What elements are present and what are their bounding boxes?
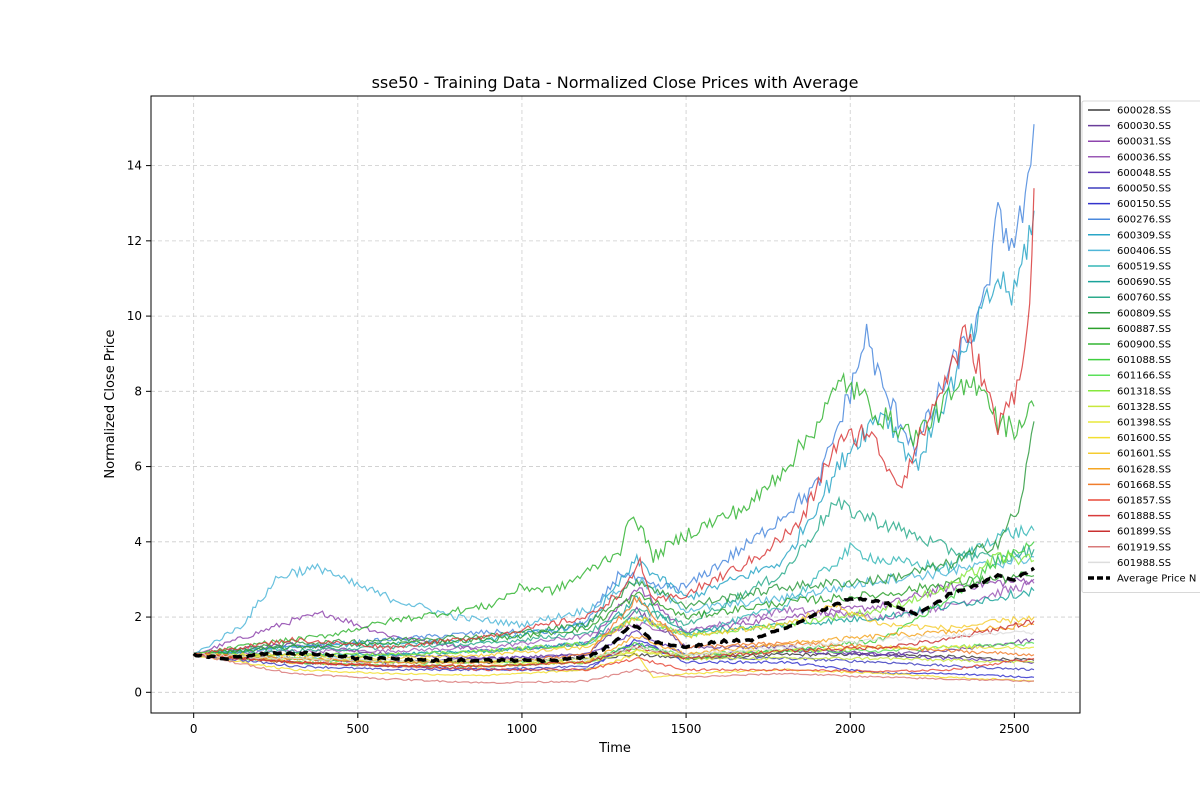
y-tick-label: 2 bbox=[134, 610, 142, 624]
series-line-600309-ss bbox=[193, 210, 1035, 657]
y-tick-label: 10 bbox=[127, 309, 142, 323]
series-line-600031-ss bbox=[193, 575, 1035, 654]
plot-frame bbox=[150, 95, 1081, 714]
y-tick-label: 4 bbox=[134, 535, 142, 549]
plot-area bbox=[151, 96, 1080, 713]
series-line-601988-ss bbox=[193, 630, 1035, 663]
chart-title: sse50 - Training Data - Normalized Close… bbox=[372, 73, 859, 92]
legend-label: 600809.SS bbox=[1117, 308, 1171, 319]
series-line-600406-ss bbox=[193, 553, 1035, 655]
x-tick-label: 1500 bbox=[671, 722, 702, 736]
legend-label: Average Price N bbox=[1117, 574, 1196, 585]
axis-ticks: 0 500 1000 1500 2000 2500 0 2 4 6 8 10 12 14 bbox=[127, 159, 1030, 736]
legend-label: 600519.SS bbox=[1117, 262, 1171, 273]
legend-label: 601668.SS bbox=[1117, 480, 1171, 491]
series-line-601888-ss bbox=[193, 188, 1035, 656]
legend-label: 601857.SS bbox=[1117, 496, 1171, 507]
series-line-601628-ss bbox=[193, 622, 1035, 668]
legend-label: 600150.SS bbox=[1117, 199, 1171, 210]
legend-label: 601919.SS bbox=[1117, 542, 1171, 553]
legend-label: 600036.SS bbox=[1117, 152, 1171, 163]
legend-label: 600028.SS bbox=[1117, 106, 1171, 117]
y-tick-label: 14 bbox=[127, 159, 142, 173]
series-line-600276-ss bbox=[193, 124, 1035, 657]
legend-label: 601318.SS bbox=[1117, 386, 1171, 397]
legend-label: 601398.SS bbox=[1117, 418, 1171, 429]
series-line-600900-ss bbox=[193, 371, 1035, 657]
y-tick-label: 8 bbox=[134, 384, 142, 398]
x-tick-label: 2500 bbox=[999, 722, 1030, 736]
series-line-average-price-n bbox=[192, 566, 1035, 664]
legend: 600028.SS 600030.SS 600031.SS 600036.SS 6000… bbox=[1081, 100, 1200, 593]
series-line-600887-ss bbox=[193, 571, 1035, 657]
legend-label: 601601.SS bbox=[1117, 449, 1171, 460]
series-line-600760-ss bbox=[193, 495, 1035, 657]
x-tick-label: 500 bbox=[346, 722, 369, 736]
legend-label: 601328.SS bbox=[1117, 402, 1171, 413]
series-line-600519-ss bbox=[193, 523, 1035, 661]
legend-label: 600030.SS bbox=[1117, 121, 1171, 132]
y-tick-label: 6 bbox=[134, 460, 142, 474]
y-axis-label: Normalized Close Price bbox=[103, 329, 118, 478]
legend-label: 601600.SS bbox=[1117, 433, 1171, 444]
legend-label: 600887.SS bbox=[1117, 324, 1171, 335]
series-line-601919-ss bbox=[193, 654, 1035, 684]
legend-label: 601628.SS bbox=[1117, 464, 1171, 475]
legend-label: 600276.SS bbox=[1117, 215, 1171, 226]
x-tick-label: 2000 bbox=[835, 722, 866, 736]
series-line-600809-ss bbox=[193, 421, 1035, 657]
legend-label: 600406.SS bbox=[1117, 246, 1171, 257]
x-axis-label: Time bbox=[598, 741, 631, 756]
series-lines bbox=[192, 124, 1035, 684]
legend-label: 600031.SS bbox=[1117, 137, 1171, 148]
legend-frame bbox=[1081, 100, 1200, 593]
legend-label: 601888.SS bbox=[1117, 511, 1171, 522]
legend-label: 601988.SS bbox=[1117, 558, 1171, 569]
x-tick-label: 1000 bbox=[507, 722, 538, 736]
legend-label: 601899.SS bbox=[1117, 527, 1171, 538]
legend-label: 600050.SS bbox=[1117, 184, 1171, 195]
legend-label: 601088.SS bbox=[1117, 355, 1171, 366]
legend-label: 600690.SS bbox=[1117, 277, 1171, 288]
y-tick-label: 0 bbox=[134, 685, 142, 699]
series-line-601899-ss bbox=[193, 619, 1035, 668]
legend-label: 601166.SS bbox=[1117, 371, 1171, 382]
legend-label: 600048.SS bbox=[1117, 168, 1171, 179]
x-tick-label: 0 bbox=[190, 722, 198, 736]
legend-label: 600760.SS bbox=[1117, 293, 1171, 304]
grid bbox=[151, 96, 1080, 713]
legend-label: 600309.SS bbox=[1117, 230, 1171, 241]
y-tick-label: 12 bbox=[127, 234, 142, 248]
legend-label: 600900.SS bbox=[1117, 340, 1171, 351]
